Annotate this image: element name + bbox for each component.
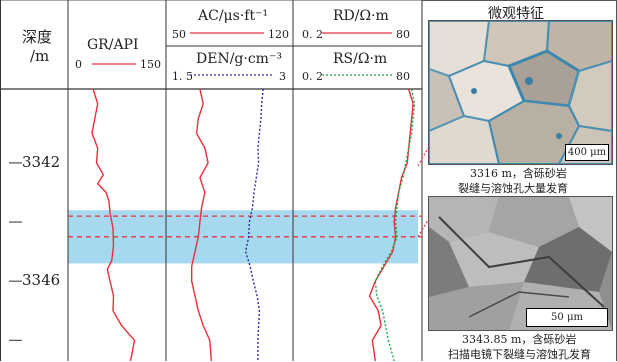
gr-track-label: GR/API (87, 37, 139, 53)
rs-track-label: RS/Ω·m (333, 51, 388, 67)
depth-unit: /m (30, 47, 50, 65)
photo1-caption-depth: 3316 m，含砾砂岩 (470, 167, 567, 180)
micro-features-title: 微观特征 (488, 6, 544, 22)
scale-bar-50: 50 μm (526, 308, 608, 327)
photo2-caption-depth: 3343.85 m，含砾砂岩 (462, 333, 577, 346)
rd-min-label: 0. 2 (302, 28, 323, 41)
sem-photo: 50 μm (428, 196, 613, 331)
ac-curve (190, 88, 213, 361)
depth-tick-label: 3346 (22, 271, 61, 290)
ac-max-label: 120 (268, 28, 289, 41)
photo2-caption-desc: 扫描电镜下裂缝与溶蚀孔发育 (448, 348, 591, 361)
rs-min-label: 0. 2 (302, 70, 323, 83)
gr-max-label: 150 (140, 58, 161, 71)
rd-track-label: RD/Ω·m (333, 8, 389, 24)
den-min-label: 1. 5 (172, 70, 193, 83)
rd-curve (368, 88, 414, 361)
rs-curve (374, 88, 416, 361)
scale-bar-400: 400 μm (565, 144, 609, 161)
rs-max-label: 80 (396, 70, 410, 83)
den-max-label: 3 (279, 70, 286, 83)
den-track-label: DEN/g·cm⁻³ (196, 51, 282, 67)
depth-title: 深度 (22, 28, 53, 46)
connector-photo1 (417, 147, 429, 167)
ac-track-label: AC/μs·ft⁻¹ (198, 8, 269, 24)
ac-min-label: 50 (172, 28, 186, 41)
den-curve (244, 88, 264, 361)
photo1-caption-desc: 裂缝与溶蚀孔大量发育 (458, 182, 568, 195)
rd-max-label: 80 (396, 28, 410, 41)
gr-min-label: 0 (75, 58, 82, 71)
depth-tick-label: 3342 (22, 152, 61, 171)
connector-photo2 (417, 219, 429, 238)
gr-curve (91, 88, 136, 361)
thin-section-photo: 400 μm (428, 20, 613, 165)
